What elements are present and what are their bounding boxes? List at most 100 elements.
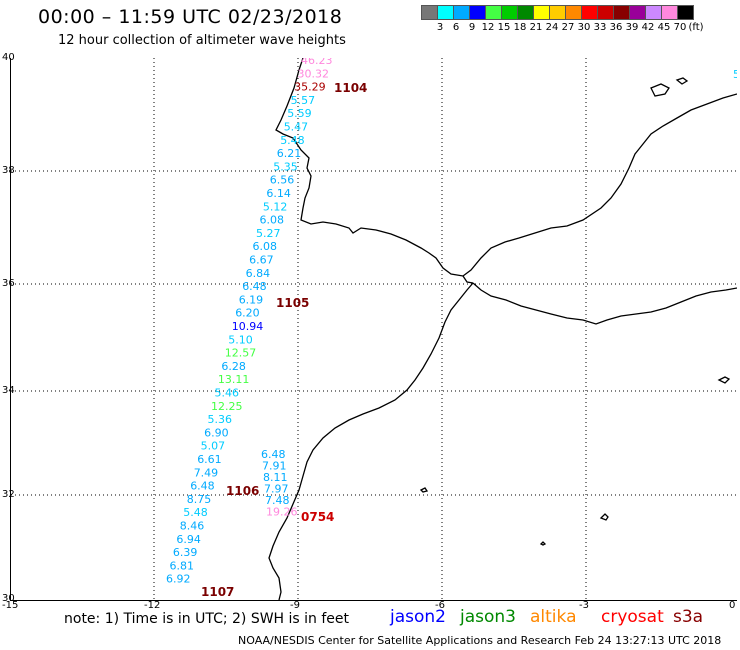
island-small-3 — [539, 541, 547, 546]
scale-swatch — [453, 5, 470, 20]
wave-height-label: 8.11 — [263, 471, 288, 484]
wave-height-label: 6.48 — [242, 280, 267, 293]
legend-jason3: jason3 — [460, 607, 516, 627]
legend-cryosat: cryosat — [601, 607, 664, 627]
map-panel: 46.23 30.32 35.29 5.57 5.59 5.47 5.48 6.21 5.35 6… — [10, 58, 737, 601]
scale-swatch — [661, 5, 678, 20]
scale-label: 24 — [545, 22, 559, 33]
edge-track-label: 5 — [733, 68, 737, 81]
wave-height-label: 5.48 — [280, 134, 305, 147]
wave-height-label: 5.07 — [201, 440, 226, 453]
legend-altika: altika — [530, 607, 577, 627]
scale-label: 21 — [529, 22, 543, 33]
scale-swatch — [549, 5, 566, 20]
wave-height-label: 5.57 — [291, 94, 316, 107]
wave-height-label: 5.59 — [287, 107, 312, 120]
island-balearic-1 — [650, 83, 670, 97]
map-subtitle: 12 hour collection of altimeter wave hei… — [58, 33, 346, 48]
wave-height-label: 10.94 — [232, 320, 263, 333]
island-balearic-2 — [675, 77, 689, 85]
lat-label-40: 40 — [2, 52, 15, 63]
wave-height-label: 7.97 — [264, 483, 289, 496]
scale-swatch — [485, 5, 502, 20]
scale-label: 12 — [481, 22, 495, 33]
scale-swatch — [629, 5, 646, 20]
wave-height-label: 5.46 — [215, 387, 240, 400]
scale-label: 9 — [468, 22, 476, 33]
wave-height-label: 6.28 — [221, 360, 246, 373]
scale-swatch — [421, 5, 438, 20]
scale-label: 33 — [593, 22, 607, 33]
scale-label: 6 — [452, 22, 460, 33]
wave-height-label: 12.57 — [225, 347, 256, 360]
lat-label-36: 36 — [2, 278, 15, 289]
wave-height-label: 12.25 — [211, 400, 243, 413]
wave-height-label: 8.46 — [180, 520, 205, 533]
coastline — [268, 58, 737, 600]
scale-label: 70 — [673, 22, 687, 33]
legend-jason2: jason2 — [390, 607, 446, 627]
color-scale-bar — [421, 5, 694, 20]
wave-height-label: 6.61 — [197, 453, 222, 466]
scale-label: 15 — [497, 22, 511, 33]
wave-height-label: 6.84 — [246, 267, 271, 280]
graticule — [11, 58, 737, 600]
wave-height-label: 46.23 — [301, 58, 333, 67]
coast-morocco — [268, 282, 474, 600]
scale-swatch — [437, 5, 454, 20]
scale-label: 27 — [561, 22, 575, 33]
scale-label: (ft) — [688, 22, 704, 33]
scale-label: 42 — [641, 22, 655, 33]
scale-label: 39 — [625, 22, 639, 33]
footer-note: note: 1) Time is in UTC; 2) SWH is in fe… — [64, 611, 350, 627]
wave-height-label: 6.67 — [249, 254, 274, 267]
scale-swatch — [565, 5, 582, 20]
wave-height-label: 6.81 — [170, 559, 195, 572]
wave-height-label: 5.36 — [208, 413, 233, 426]
map-title: 00:00 – 11:59 UTC 02/23/2018 — [38, 6, 343, 28]
coast-north-africa — [472, 282, 737, 325]
lon-label-0: 0 — [729, 600, 736, 611]
wave-height-label: 5.35 — [273, 160, 298, 173]
lon-label-3: -3 — [579, 600, 589, 611]
wave-height-label: 6.94 — [176, 533, 201, 546]
scale-swatch — [613, 5, 630, 20]
scale-swatch — [533, 5, 550, 20]
scale-swatch — [501, 5, 518, 20]
wave-height-label: 6.20 — [235, 307, 260, 320]
wave-height-label: 6.48 — [190, 480, 215, 493]
wave-height-label: 7.49 — [194, 466, 219, 479]
lon-label-12: -12 — [144, 600, 161, 611]
scale-swatch — [597, 5, 614, 20]
wave-height-label: 5.12 — [263, 200, 288, 213]
credit-line: NOAA/NESDIS Center for Satellite Applica… — [238, 634, 722, 647]
pass-label-1106: 1106 — [226, 484, 259, 498]
scale-swatch — [469, 5, 486, 20]
scale-label: 45 — [657, 22, 671, 33]
wave-height-label: 8.75 — [187, 493, 212, 506]
pass-label-0754: 0754 — [301, 510, 334, 524]
wave-height-label: 6.08 — [253, 240, 278, 253]
wave-height-label: 6.39 — [173, 546, 198, 559]
coast-gibraltar — [462, 275, 474, 284]
lon-label-15: -15 — [2, 600, 19, 611]
scale-swatch — [581, 5, 598, 20]
scale-swatch — [517, 5, 534, 20]
wave-height-label: 19.26 — [266, 506, 298, 519]
island-small-2 — [599, 513, 609, 521]
wave-height-label: 30.32 — [298, 67, 330, 80]
pass-label-1107: 1107 — [201, 585, 234, 599]
lon-label-6: -6 — [435, 600, 445, 611]
wave-height-label: 6.48 — [261, 448, 286, 461]
lon-label-9: -9 — [290, 600, 300, 611]
wave-height-label: 5.10 — [228, 333, 253, 346]
wave-height-label: 6.08 — [260, 214, 285, 227]
scale-label: 3 — [436, 22, 444, 33]
coast-iberia-west — [275, 58, 737, 277]
lat-label-34: 34 — [2, 385, 15, 396]
wave-height-label: 5.48 — [183, 506, 208, 519]
island-small-4 — [717, 376, 731, 384]
wave-height-label: 6.56 — [270, 174, 295, 187]
scale-label: 36 — [609, 22, 623, 33]
